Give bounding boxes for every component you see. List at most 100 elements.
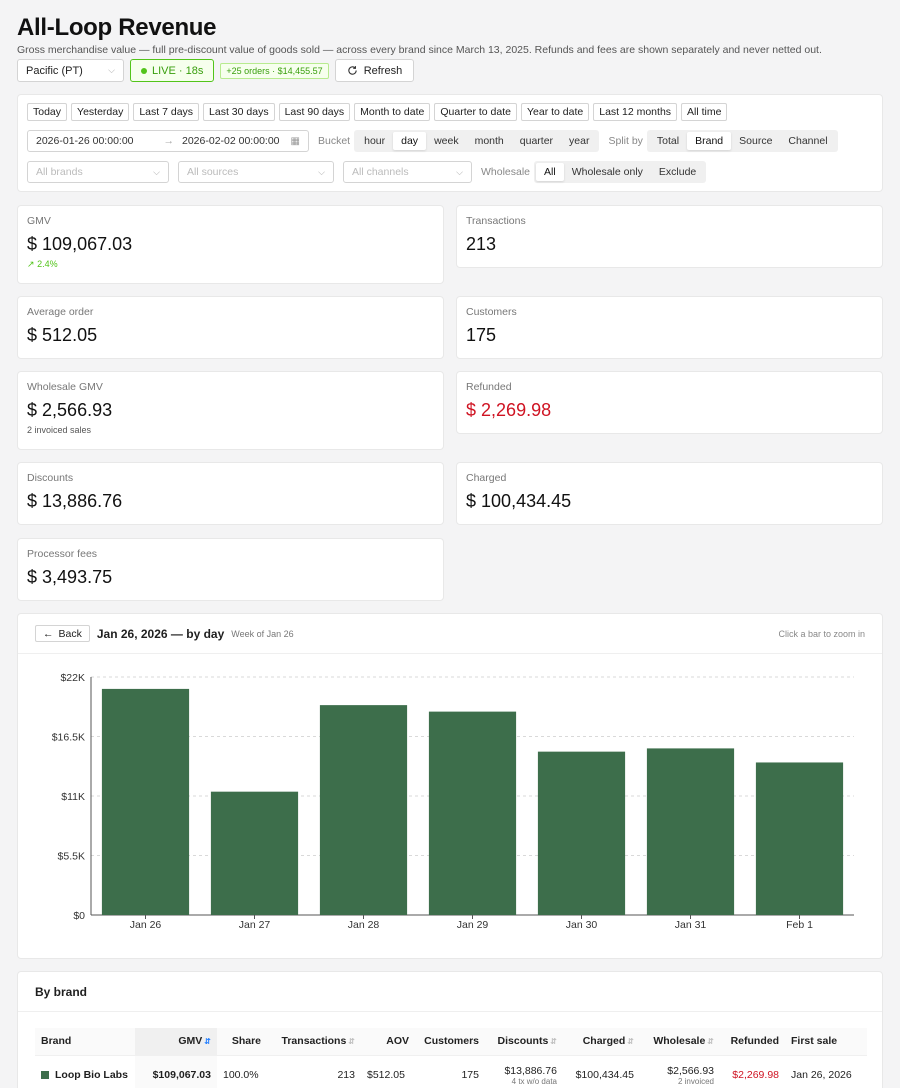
sources-select[interactable]: All sources ⌵ bbox=[178, 161, 334, 183]
live-toggle-button[interactable]: LIVE · 18s bbox=[130, 59, 215, 82]
calendar-icon: ▦ bbox=[290, 135, 300, 147]
x-tick-label: Jan 26 bbox=[130, 919, 162, 931]
discounts-card: Discounts $ 13,886.76 bbox=[17, 462, 444, 525]
live-label: LIVE · 18s bbox=[152, 64, 204, 77]
chart-bar[interactable] bbox=[755, 762, 844, 915]
sort-desc-icon: ⇵ bbox=[204, 1037, 211, 1047]
x-tick-label: Jan 27 bbox=[239, 919, 271, 931]
chart-bar[interactable] bbox=[428, 711, 517, 915]
bucket-year-option[interactable]: year bbox=[569, 135, 590, 147]
discounts-note: 4 tx w/o data bbox=[511, 1076, 557, 1086]
revenue-chart-card: ← Back Jan 26, 2026 — by day Week of Jan… bbox=[17, 613, 883, 959]
timezone-select[interactable]: Pacific (PT) ⌵ bbox=[17, 59, 124, 82]
chart-bar[interactable] bbox=[537, 751, 626, 915]
col-share[interactable]: Share bbox=[217, 1028, 267, 1056]
cell-refunded: $2,269.98 bbox=[732, 1069, 779, 1082]
col-aov[interactable]: AOV bbox=[361, 1028, 415, 1056]
split-source-option[interactable]: Source bbox=[739, 135, 773, 147]
col-refunded[interactable]: Refunded bbox=[720, 1028, 785, 1056]
page-header: All-Loop Revenue Gross merchandise value… bbox=[17, 14, 887, 82]
chevron-down-icon: ⌵ bbox=[108, 65, 115, 75]
range-year-to-date-button[interactable]: Year to date bbox=[520, 103, 590, 121]
bucket-month-option[interactable]: month bbox=[474, 135, 504, 147]
processor-fees-label: Processor fees bbox=[27, 548, 98, 560]
filter-dropdown-row: All brands ⌵ All sources ⌵ All channels … bbox=[27, 161, 707, 183]
range-yesterday-button[interactable]: Yesterday bbox=[71, 103, 130, 121]
bucket-hour-option[interactable]: hour bbox=[364, 135, 386, 147]
split-brand-option[interactable]: Brand bbox=[687, 132, 732, 150]
range-last-7-days-button[interactable]: Last 7 days bbox=[133, 103, 200, 121]
range-last-30-days-button[interactable]: Last 30 days bbox=[203, 103, 275, 121]
customers-value: 175 bbox=[466, 325, 497, 345]
col-customers[interactable]: Customers bbox=[415, 1028, 485, 1056]
range-last-90-days-button[interactable]: Last 90 days bbox=[278, 103, 351, 121]
chart-bar[interactable] bbox=[210, 791, 299, 915]
col-charged[interactable]: Charged ⇵ bbox=[563, 1028, 640, 1056]
gmv-change-value: 2.4% bbox=[37, 259, 58, 269]
table-row[interactable]: Loop Bio Labs $109,067.03 100.0% 213 $51… bbox=[35, 1055, 867, 1088]
range-last-12-months-button[interactable]: Last 12 months bbox=[593, 103, 678, 121]
currency-symbol: $ bbox=[27, 325, 38, 345]
split-channel-option[interactable]: Channel bbox=[788, 135, 828, 147]
split-by-segmented-control: Total Brand Source Channel bbox=[646, 130, 838, 152]
range-month-to-date-button[interactable]: Month to date bbox=[354, 103, 431, 121]
discounts-amount: 13,886.76 bbox=[42, 491, 123, 511]
gmv-value: $ 109,067.03 bbox=[27, 234, 434, 255]
range-quarter-to-date-button[interactable]: Quarter to date bbox=[434, 103, 517, 121]
sources-placeholder: All sources bbox=[187, 166, 239, 178]
cell-brand: Loop Bio Labs bbox=[35, 1055, 135, 1088]
sort-icon: ⇵ bbox=[707, 1037, 714, 1047]
arrow-left-icon: ← bbox=[43, 627, 54, 640]
page-title: All-Loop Revenue bbox=[17, 14, 217, 41]
transactions-card: Transactions 213 bbox=[456, 205, 883, 268]
wholesale-gmv-card: Wholesale GMV $ 2,566.93 2 invoiced sale… bbox=[17, 371, 444, 450]
refunded-card: Refunded $ 2,269.98 bbox=[456, 371, 883, 434]
currency-symbol: $ bbox=[27, 567, 38, 587]
date-start-field[interactable]: 2026-01-26 00:00:00 bbox=[36, 135, 134, 147]
currency-symbol: $ bbox=[466, 400, 477, 420]
split-total-option[interactable]: Total bbox=[656, 135, 680, 147]
x-tick-label: Jan 28 bbox=[348, 919, 380, 931]
cell-discounts: $13,886.76 4 tx w/o data bbox=[485, 1055, 563, 1088]
chart-bar[interactable] bbox=[646, 748, 735, 915]
col-discounts[interactable]: Discounts ⇵ bbox=[485, 1028, 563, 1056]
brand-section-title: By brand bbox=[18, 972, 882, 1012]
customers-card: Customers 175 bbox=[456, 296, 883, 359]
brands-select[interactable]: All brands ⌵ bbox=[27, 161, 169, 183]
gmv-label: GMV bbox=[27, 215, 51, 227]
date-end-field[interactable]: 2026-02-02 00:00:00 bbox=[182, 135, 280, 147]
brand-breakdown-card: By brand Brand GMV ⇵ Share Transactions ⇵ … bbox=[17, 971, 883, 1088]
col-first-sale[interactable]: First sale bbox=[785, 1028, 867, 1056]
col-transactions[interactable]: Transactions ⇵ bbox=[267, 1028, 361, 1056]
range-all-time-button[interactable]: All time bbox=[681, 103, 728, 121]
brand-color-swatch bbox=[41, 1071, 49, 1080]
sort-icon: ⇵ bbox=[550, 1037, 557, 1047]
sort-icon: ⇵ bbox=[348, 1037, 355, 1047]
chart-bar[interactable] bbox=[319, 705, 408, 915]
wholesale-gmv-label: Wholesale GMV bbox=[27, 381, 103, 393]
date-range-picker[interactable]: 2026-01-26 00:00:00 → 2026-02-02 00:00:0… bbox=[27, 130, 309, 152]
range-today-button[interactable]: Today bbox=[27, 103, 68, 121]
cell-customers: 175 bbox=[461, 1069, 479, 1082]
wholesale-all-option[interactable]: All bbox=[536, 163, 564, 181]
chart-bar[interactable] bbox=[101, 688, 190, 915]
bucket-day-option[interactable]: day bbox=[393, 132, 427, 150]
cell-aov: $512.05 bbox=[367, 1069, 405, 1082]
bucket-week-option[interactable]: week bbox=[434, 135, 459, 147]
col-wholesale[interactable]: Wholesale ⇵ bbox=[640, 1028, 720, 1056]
y-tick-label: $5.5K bbox=[58, 851, 85, 863]
channels-select[interactable]: All channels ⌵ bbox=[343, 161, 472, 183]
charged-amount: 100,434.45 bbox=[481, 491, 572, 511]
quick-range-bar: Today Yesterday Last 7 days Last 30 days… bbox=[27, 103, 728, 121]
refresh-button[interactable]: Refresh bbox=[334, 59, 415, 82]
wholesale-only-option[interactable]: Wholesale only bbox=[571, 166, 643, 178]
trend-up-icon: ↗ bbox=[27, 259, 35, 269]
processor-fees-value: $ 3,493.75 bbox=[27, 567, 434, 588]
wholesale-exclude-option[interactable]: Exclude bbox=[658, 166, 697, 178]
back-button[interactable]: ← Back bbox=[35, 625, 90, 642]
col-gmv[interactable]: GMV ⇵ bbox=[135, 1028, 217, 1056]
transactions-label: Transactions bbox=[466, 215, 526, 227]
currency-symbol: $ bbox=[27, 491, 38, 511]
bucket-quarter-option[interactable]: quarter bbox=[519, 135, 554, 147]
col-brand[interactable]: Brand bbox=[35, 1028, 135, 1056]
